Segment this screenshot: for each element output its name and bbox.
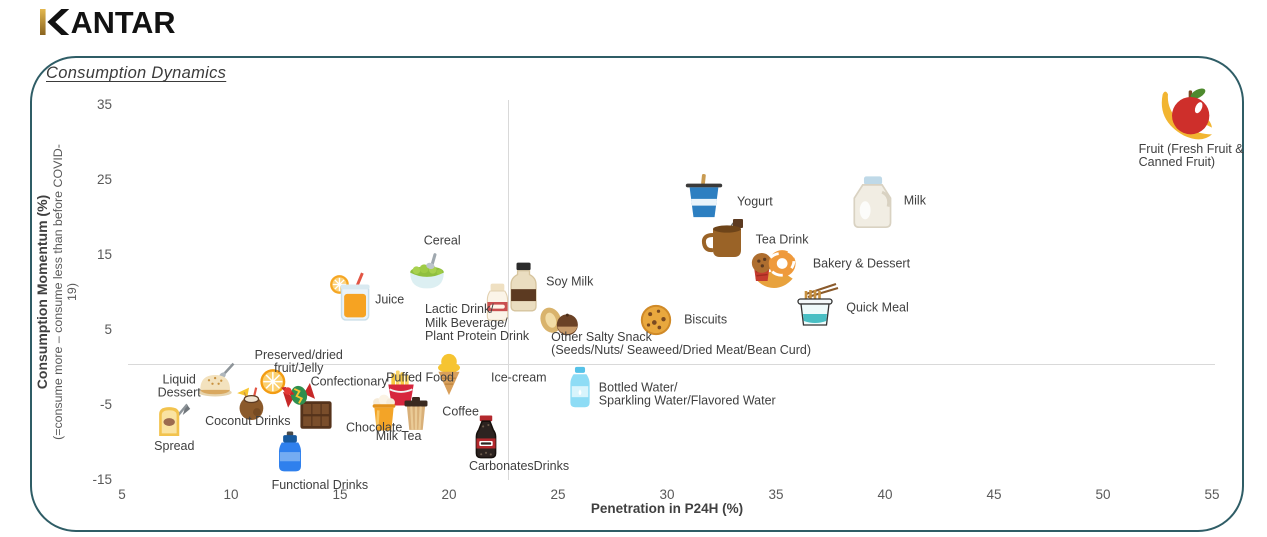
y-tick-35: 35 <box>96 97 112 112</box>
puffed-food-icon <box>380 367 422 409</box>
point-label-lactic-drink: Lactic Drink/Milk Beverage/Plant Protein… <box>424 302 530 344</box>
coconut-drinks-icon <box>234 386 272 424</box>
coffee-icon <box>397 395 435 433</box>
x-tick-35: 35 <box>768 487 784 502</box>
lactic-drink-icon <box>475 280 519 324</box>
x-tick-5: 5 <box>118 487 126 502</box>
x-tick-10: 10 <box>223 487 239 502</box>
milk-tea-icon <box>363 392 405 434</box>
point-label-chocolate: Chocolate <box>346 420 403 434</box>
point-label-liquid-dessert: Liquid Dessert <box>157 372 201 400</box>
juice-icon <box>328 272 378 322</box>
milk-jug-icon <box>841 174 899 232</box>
point-label-carbonates: CarbonatesDrinks <box>469 459 570 474</box>
preserved-fruit-icon <box>257 365 297 405</box>
y-tick--15: -15 <box>92 472 112 487</box>
point-label-tea-drink: Tea Drink <box>755 232 809 246</box>
carbonates-icon <box>463 414 509 460</box>
point-label-milk-tea: Milk Tea <box>375 429 422 444</box>
y-tick--5: -5 <box>99 397 112 412</box>
point-label-soy-milk: Soy Milk <box>546 274 594 289</box>
y-tick-15: 15 <box>96 247 112 262</box>
chart-frame <box>30 56 1244 532</box>
point-label-ice-cream: Ice-cream <box>491 370 547 385</box>
biscuits-icon <box>636 300 676 340</box>
y-axis-title-main: Consumption Momentum (%) <box>34 194 51 390</box>
point-label-coconut-drinks: Coconut Drinks <box>205 414 291 428</box>
point-label-biscuits: Biscuits <box>684 312 728 327</box>
point-label-spread: Spread <box>154 439 195 454</box>
point-label-yogurt: Yogurt <box>737 194 773 209</box>
zero-momentum-reference-line <box>128 364 1215 365</box>
x-axis-title: Penetration in P24H (%) <box>590 501 744 516</box>
x-tick-40: 40 <box>877 487 893 502</box>
x-tick-30: 30 <box>659 487 675 502</box>
x-tick-15: 15 <box>332 487 348 502</box>
bottled-water-icon <box>558 366 602 410</box>
x-tick-50: 50 <box>1095 487 1111 502</box>
cereal-icon <box>404 252 450 298</box>
x-tick-25: 25 <box>550 487 566 502</box>
logo-text: ANTAR <box>71 9 176 35</box>
liquid-dessert-icon <box>195 361 237 403</box>
ice-cream-icon <box>427 353 471 397</box>
fruit-icon <box>1152 81 1216 145</box>
point-label-milk-jug: Milk <box>903 192 926 207</box>
functional-drinks-icon <box>268 431 312 475</box>
tea-drink-icon <box>700 214 748 262</box>
point-label-fruit: Fruit (Fresh Fruit & Canned Fruit) <box>1138 141 1244 169</box>
point-label-puffed-food: Puffed Food <box>386 370 454 385</box>
point-label-juice: Juice <box>375 292 405 307</box>
point-label-bottled-water: Bottled Water/Sparkling Water/Flavored W… <box>598 380 776 408</box>
x-tick-45: 45 <box>986 487 1002 502</box>
soy-milk-icon <box>497 261 549 313</box>
average-penetration-reference-line <box>507 100 509 480</box>
spread-icon <box>153 401 195 443</box>
y-tick-25: 25 <box>96 172 112 187</box>
bakery-dessert-icon <box>746 239 802 295</box>
kantar-logo: ANTAR <box>40 9 176 35</box>
x-tick-55: 55 <box>1204 487 1220 502</box>
confectionary-icon <box>279 377 319 417</box>
yogurt-icon <box>681 174 727 220</box>
point-label-confectionary: Confectionary <box>310 374 388 388</box>
chart-title: Consumption Dynamics <box>46 64 227 82</box>
point-label-functional-drinks: Functional Drinks <box>271 478 369 492</box>
point-label-quick-meal: Quick Meal <box>846 300 909 315</box>
x-tick-20: 20 <box>441 487 457 502</box>
chocolate-icon <box>294 393 338 437</box>
point-label-nuts: Other Salty Snack (Seeds/Nuts/ Seaweed/Dr… <box>551 329 812 358</box>
nuts-icon <box>538 300 582 344</box>
point-label-cereal: Cereal <box>423 233 461 248</box>
logo-gold-stem <box>40 9 46 35</box>
point-label-bakery-dessert: Bakery & Dessert <box>812 256 911 271</box>
point-label-coffee: Coffee <box>442 404 479 419</box>
point-label-preserved-fruit: Preserved/dried fruit/Jelly <box>254 347 343 376</box>
y-tick-5: 5 <box>104 322 112 337</box>
logo-k-arms <box>47 9 70 35</box>
quick-meal-icon <box>791 281 839 329</box>
